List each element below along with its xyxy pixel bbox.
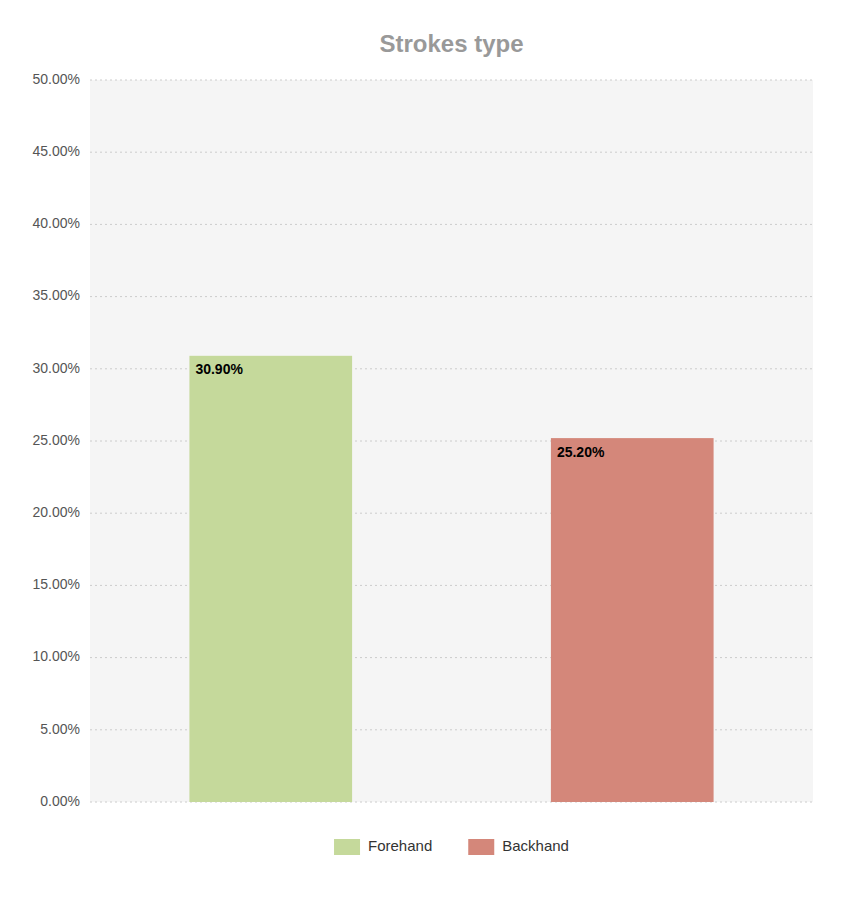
y-tick-label: 35.00% xyxy=(33,287,80,303)
y-tick-label: 50.00% xyxy=(33,71,80,87)
chart: 0.00% 5.00% 10.00% 15.00% 20.00% 25.00% 30.00%… xyxy=(0,0,843,902)
grid xyxy=(90,80,813,802)
bars xyxy=(189,356,713,802)
plot-background xyxy=(90,80,813,802)
y-tick-label: 40.00% xyxy=(33,215,80,231)
grid-line xyxy=(90,296,813,297)
grid-line xyxy=(90,224,813,225)
data-label: 25.20% xyxy=(557,444,605,460)
y-axis: 0.00% 5.00% 10.00% 15.00% 20.00% 25.00% 30.00%… xyxy=(33,71,80,809)
legend-label: Forehand xyxy=(368,837,432,854)
y-tick-label: 45.00% xyxy=(33,143,80,159)
legend-swatch xyxy=(334,839,360,855)
y-tick-label: 30.00% xyxy=(33,360,80,376)
legend-swatch xyxy=(468,839,494,855)
y-tick-label: 0.00% xyxy=(40,793,80,809)
y-tick-label: 20.00% xyxy=(33,504,80,520)
legend-label: Backhand xyxy=(502,837,569,854)
legend-item: Backhand xyxy=(468,837,569,855)
y-tick-label: 10.00% xyxy=(33,648,80,664)
legend-item: Forehand xyxy=(334,837,432,855)
y-tick-label: 5.00% xyxy=(40,721,80,737)
data-label: 30.90% xyxy=(195,361,243,377)
y-tick-label: 25.00% xyxy=(33,432,80,448)
bar xyxy=(189,356,352,802)
y-tick-label: 15.00% xyxy=(33,576,80,592)
title: Strokes type xyxy=(379,30,523,57)
legend: Forehand Backhand xyxy=(334,837,569,855)
bar xyxy=(551,438,714,802)
data-labels: 30.90% 25.20% xyxy=(195,361,605,459)
grid-line xyxy=(90,80,813,81)
grid-line xyxy=(90,152,813,153)
